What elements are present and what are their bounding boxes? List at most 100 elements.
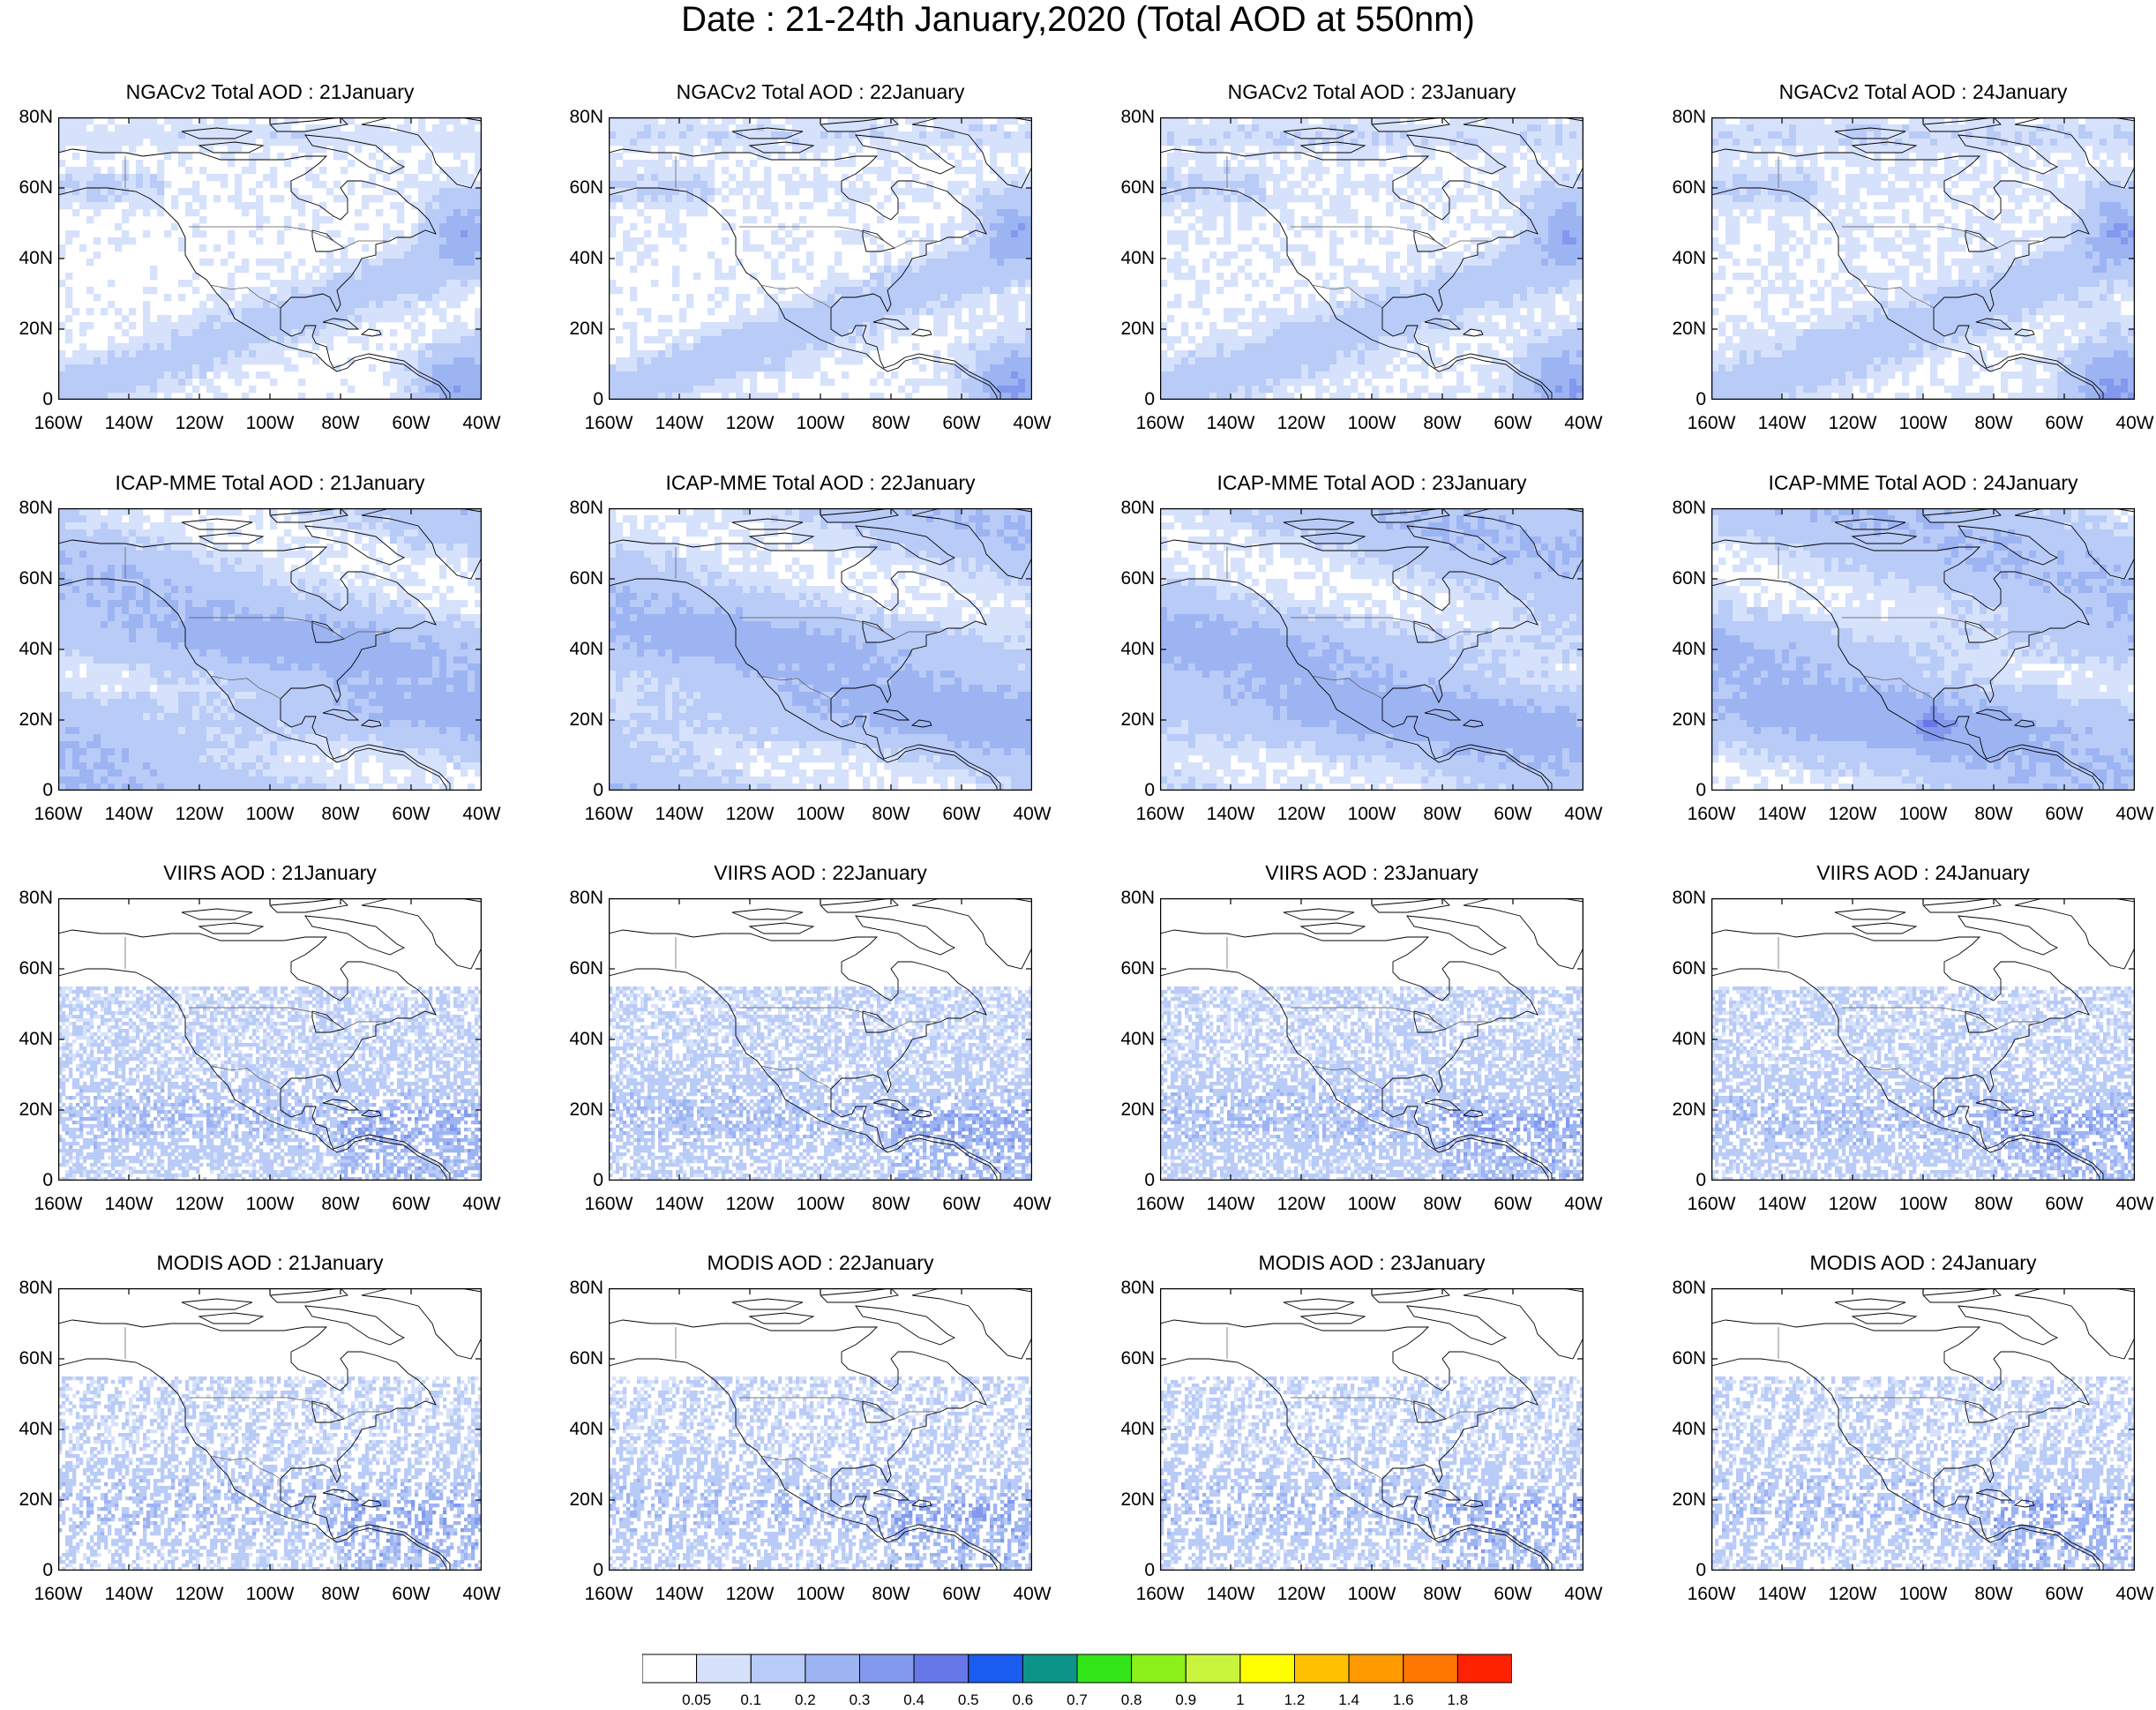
aod-cell [468, 393, 475, 400]
aod-cell [1365, 139, 1373, 146]
aod-cell [1541, 379, 1549, 386]
aod-cell [418, 251, 426, 259]
aod-cell [933, 287, 941, 295]
aod-cell [1245, 273, 1253, 281]
aod-cell [609, 364, 617, 372]
aod-cell [849, 131, 857, 139]
aod-cell [835, 336, 842, 344]
aod-cell [369, 153, 377, 161]
aod-cell [475, 364, 482, 372]
aod-cell [185, 280, 193, 288]
aod-cell [1025, 386, 1032, 394]
aod-cell [658, 315, 666, 323]
aod-cell [86, 153, 94, 161]
aod-cell [1259, 167, 1267, 175]
aod-cell [171, 350, 179, 358]
aod-cell [94, 386, 101, 394]
aod-cell [870, 301, 878, 309]
aod-cell [644, 188, 652, 196]
aod-cell [1407, 350, 1415, 358]
aod-cell [397, 371, 405, 379]
aod-cell [1499, 379, 1507, 386]
aod-cell [1520, 223, 1528, 231]
aod-cell [658, 146, 666, 154]
aod-cell [1379, 280, 1387, 288]
aod-cell [672, 139, 680, 146]
aod-cell [651, 393, 659, 400]
aod-cell [129, 308, 137, 316]
aod-cell [1513, 357, 1521, 365]
aod-cell [1322, 364, 1330, 372]
aod-cell [778, 379, 786, 386]
aod-cell [1534, 393, 1542, 400]
aod-cell [1344, 167, 1351, 175]
aod-cell [171, 202, 179, 210]
aod-cell [919, 266, 927, 274]
aod-cell [1287, 209, 1295, 217]
aod-cell [432, 251, 440, 259]
aod-cell [235, 301, 243, 309]
aod-cell [432, 237, 440, 245]
aod-cell [65, 237, 73, 245]
aod-cell [658, 386, 666, 394]
aod-cell [453, 244, 461, 252]
aod-cell [813, 139, 821, 146]
aod-cell [990, 237, 998, 245]
aod-cell [764, 357, 772, 365]
aod-cell [129, 117, 137, 125]
aod-cell [101, 350, 109, 358]
aod-cell [969, 153, 977, 161]
aod-cell [178, 124, 186, 132]
aod-cell [1336, 216, 1344, 224]
aod-cell [143, 364, 151, 372]
aod-cell [2057, 117, 2065, 125]
aod-cell [799, 174, 807, 182]
aod-cell [849, 315, 857, 323]
aod-cell [468, 146, 475, 154]
aod-cell [983, 393, 991, 400]
aod-cell [1718, 117, 1726, 125]
aod-cell [954, 244, 962, 252]
aod-cell [651, 160, 659, 168]
aod-cell [1569, 209, 1577, 217]
aod-cell [743, 329, 751, 337]
aod-cell [270, 195, 278, 203]
aod-cell [1287, 131, 1295, 139]
aod-cell [651, 350, 659, 358]
aod-cell [1414, 364, 1422, 372]
aod-cell [792, 188, 800, 196]
aod-cell [2071, 124, 2079, 132]
aod-cell [905, 131, 913, 139]
aod-cell [79, 343, 87, 351]
aod-cell [256, 202, 264, 210]
aod-cell [1259, 174, 1267, 182]
aod-cell [1294, 386, 1302, 394]
aod-cell [143, 343, 151, 351]
aod-cell [1513, 393, 1521, 400]
aod-cell [976, 181, 984, 189]
aod-cell [623, 117, 631, 125]
aod-cell [820, 195, 828, 203]
aod-cell [319, 280, 327, 288]
aod-cell [877, 266, 885, 274]
aod-cell [1329, 379, 1337, 386]
aod-cell [1379, 343, 1387, 351]
aod-cell [1421, 364, 1429, 372]
aod-cell [348, 301, 356, 309]
aod-cell [1506, 216, 1514, 224]
aod-cell [475, 350, 482, 358]
aod-cell [1195, 350, 1203, 358]
aod-cell [453, 287, 461, 295]
aod-cell [1548, 202, 1556, 210]
aod-cell [1562, 251, 1570, 259]
aod-cell [1478, 287, 1486, 295]
aod-cell [326, 343, 334, 351]
aod-cell [397, 315, 405, 323]
aod-cell [1548, 230, 1556, 238]
aod-cell [665, 131, 673, 139]
aod-cell [827, 181, 835, 189]
aod-cell [1160, 188, 1168, 196]
aod-cell [969, 364, 977, 372]
aod-cell [856, 146, 864, 154]
aod-cell [1287, 188, 1295, 196]
